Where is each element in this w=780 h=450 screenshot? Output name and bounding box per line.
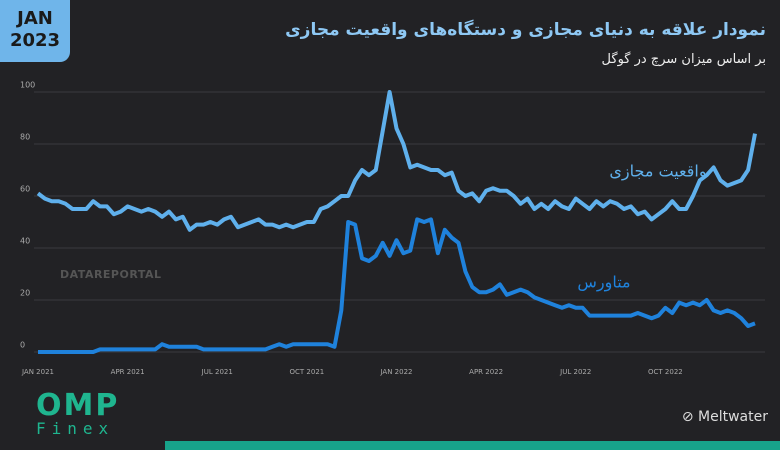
logo-sub: Finex (36, 419, 115, 438)
x-tick-label: OCT 2021 (290, 368, 325, 376)
logo: OMP Finex (36, 388, 119, 438)
x-tick-label: JUL 2022 (559, 368, 591, 376)
series-label: واقعیت مجازی (609, 162, 706, 182)
chart-subtitle: بر اساس میزان سرچ در گوگل (601, 52, 766, 67)
series-label: متاورس (577, 273, 630, 293)
x-tick-label: JAN 2022 (379, 368, 412, 376)
x-tick-label: JAN 2021 (21, 368, 54, 376)
y-tick-label: 100 (20, 81, 35, 90)
date-badge: JAN 2023 (0, 0, 70, 62)
x-tick-label: JUL 2021 (201, 368, 233, 376)
y-tick-label: 60 (20, 185, 30, 194)
badge-year: 2023 (9, 30, 61, 51)
logo-name: OMP (36, 388, 120, 423)
x-tick-label: APR 2021 (111, 368, 145, 376)
y-tick-label: 20 (20, 289, 30, 298)
x-tick-label: APR 2022 (469, 368, 503, 376)
footer-strip (165, 441, 780, 450)
y-tick-label: 0 (20, 341, 25, 350)
source-name: Meltwater (698, 409, 768, 425)
y-tick-label: 80 (20, 133, 30, 142)
watermark: DATAREPORTAL (60, 268, 162, 281)
series-line (38, 217, 756, 354)
badge-month: JAN (17, 8, 53, 29)
series-line (36, 90, 757, 232)
source: ⊘ Meltwater (681, 409, 768, 425)
chart-title: نمودار علاقه به دنیای مجازی و دستگاه‌های… (285, 20, 766, 40)
x-tick-label: OCT 2022 (648, 368, 683, 376)
y-tick-label: 40 (20, 237, 30, 246)
